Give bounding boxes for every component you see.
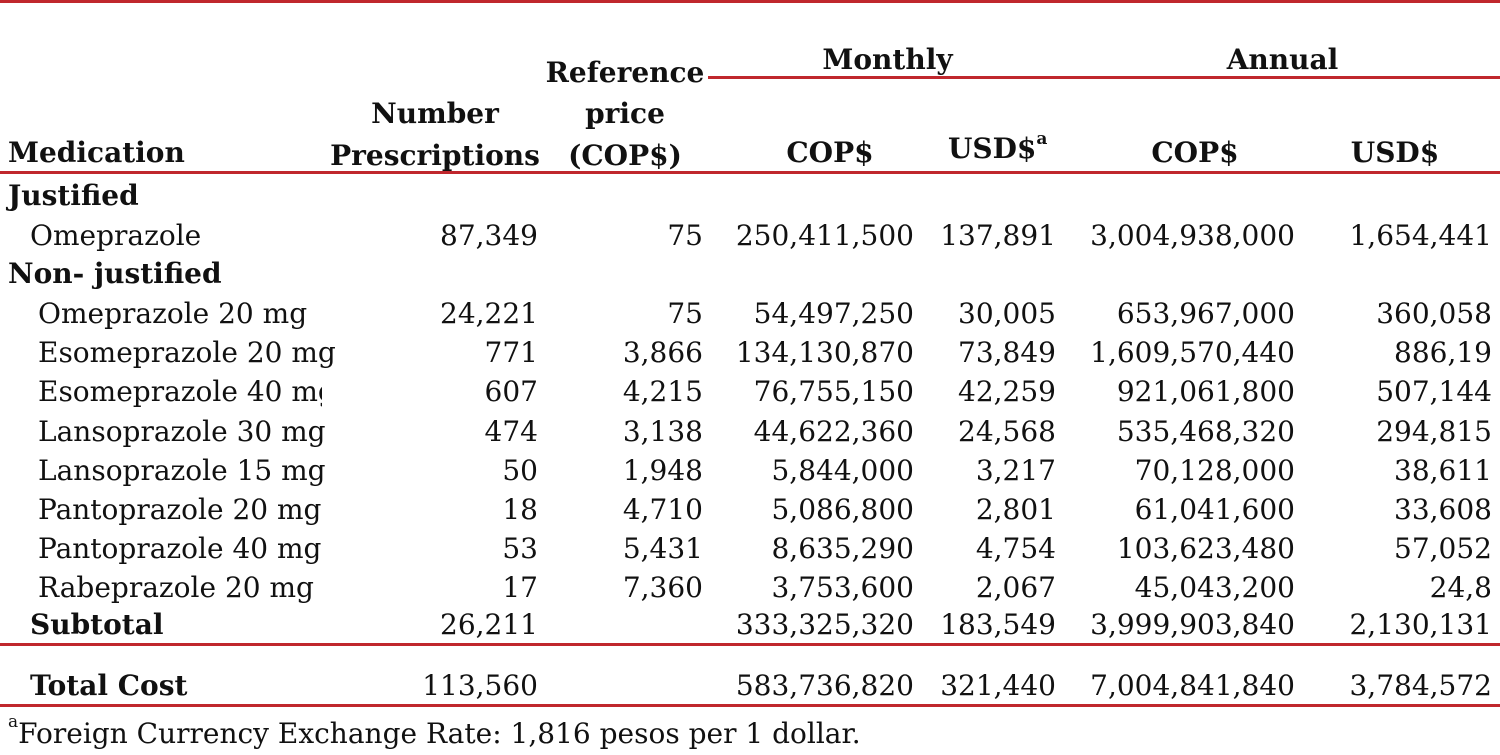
row-ref-price: 3,866 [622,336,703,369]
subtotal-monthly-cop: 333,325,320 [735,608,914,641]
row-annual-usd: 886,19 [1394,336,1492,369]
row-ref-price: 75 [667,297,703,330]
row-medication: Lansoprazole 30 mg [38,415,326,448]
row-monthly-cop: 54,497,250 [753,297,914,330]
row-ref-price: 1,948 [622,454,703,487]
subtotal-number: 26,211 [440,608,538,641]
row-monthly-usd: 24,568 [958,415,1056,448]
footnote: aForeign Currency Exchange Rate: 1,816 p… [8,716,861,755]
header-annual-usd: USD$ [1350,136,1440,169]
row-number: 607 [484,375,538,408]
top-rule [0,0,1500,3]
row-annual-usd: 1,654,441 [1349,219,1492,252]
row-number: 53 [502,532,538,565]
row-annual-usd: 24,8 [1429,571,1492,604]
footnote-marker-sup: a [1036,129,1048,149]
footnote-marker: a [8,716,19,732]
row-monthly-cop: 3,753,600 [771,571,914,604]
header-ref-line3: (COP$) [568,139,682,172]
row-monthly-cop: 134,130,870 [735,336,914,369]
row-monthly-usd: 137,891 [940,219,1056,252]
row-number: 24,221 [440,297,538,330]
row-monthly-cop: 250,411,500 [735,219,914,252]
row-monthly-cop: 5,086,800 [771,493,914,526]
row-monthly-cop: 8,635,290 [771,532,914,565]
row-monthly-usd: 2,067 [975,571,1056,604]
row-annual-cop: 103,623,480 [1116,532,1295,565]
row-monthly-usd: 3,217 [975,454,1056,487]
row-annual-usd: 507,144 [1376,375,1492,408]
row-medication: Omeprazole [30,219,202,252]
row-annual-cop: 70,128,000 [1134,454,1295,487]
row-annual-usd: 294,815 [1376,415,1492,448]
row-number: 17 [502,571,538,604]
row-medication: Pantoprazole 20 mg [38,493,322,526]
total-annual-usd: 3,784,572 [1349,669,1492,702]
row-monthly-cop: 76,755,150 [753,375,914,408]
row-number: 18 [502,493,538,526]
header-monthly-cop: COP$ [786,136,874,169]
subtotal-monthly-usd: 183,549 [940,608,1056,641]
row-annual-cop: 3,004,938,000 [1090,219,1295,252]
subtotal-annual-cop: 3,999,903,840 [1090,608,1295,641]
header-bottom-rule [0,171,1500,174]
row-monthly-usd: 30,005 [958,297,1056,330]
row-monthly-usd: 73,849 [958,336,1056,369]
footnote-text: Foreign Currency Exchange Rate: 1,816 pe… [18,717,861,750]
row-monthly-cop: 5,844,000 [771,454,914,487]
row-monthly-cop: 44,622,360 [753,415,914,448]
period-header-rule [708,76,1500,79]
row-annual-cop: 921,061,800 [1116,375,1295,408]
row-ref-price: 4,215 [622,375,703,408]
row-medication: Esomeprazole 20 mg [38,336,336,369]
row-medication: Esomeprazole 40 mg [38,378,322,408]
row-number: 50 [502,454,538,487]
header-ref-line1: Reference [545,56,705,89]
row-medication: Omeprazole 20 mg [38,297,308,330]
row-annual-cop: 653,967,000 [1116,297,1295,330]
header-number-line1: Number [371,97,499,130]
row-ref-price: 4,710 [622,493,703,526]
row-monthly-usd: 4,754 [975,532,1056,565]
row-annual-cop: 45,043,200 [1134,571,1295,604]
section-non-justified: Non- justified [8,257,222,290]
row-annual-usd: 38,611 [1394,454,1492,487]
header-annual-cop: COP$ [1151,136,1239,169]
row-medication: Rabeprazole 20 mg [38,571,314,604]
header-monthly-usd: USD$a [948,129,1048,165]
header-annual: Annual [1226,43,1339,76]
row-number: 771 [484,336,538,369]
subtotal-label: Subtotal [30,608,164,641]
row-number: 474 [484,415,538,448]
subtotal-annual-usd: 2,130,131 [1349,608,1492,641]
total-monthly-usd: 321,440 [940,669,1056,702]
section-justified: Justified [8,179,139,212]
row-annual-usd: 360,058 [1376,297,1492,330]
header-number-line2: Prescriptions [330,139,540,172]
row-number: 87,349 [440,219,538,252]
row-medication: Pantoprazole 40 mg [38,532,322,565]
row-ref-price: 3,138 [622,415,703,448]
header-medication: Medication [8,136,185,169]
row-ref-price: 5,431 [622,532,703,565]
row-monthly-usd: 2,801 [975,493,1056,526]
row-ref-price: 75 [667,219,703,252]
row-annual-usd: 33,608 [1394,493,1492,526]
bottom-rule [0,704,1500,707]
row-annual-cop: 1,609,570,440 [1090,336,1295,369]
total-label: Total Cost [30,669,188,702]
row-monthly-usd: 42,259 [958,375,1056,408]
row-annual-usd: 57,052 [1394,532,1492,565]
header-ref-line2: price [585,97,665,130]
header-monthly: Monthly [822,43,953,76]
subtotal-rule [0,643,1500,646]
row-ref-price: 7,360 [622,571,703,604]
total-annual-cop: 7,004,841,840 [1090,669,1295,702]
total-number: 113,560 [422,669,538,702]
row-annual-cop: 61,041,600 [1134,493,1295,526]
row-annual-cop: 535,468,320 [1116,415,1295,448]
row-medication: Lansoprazole 15 mg [38,454,326,487]
total-monthly-cop: 583,736,820 [735,669,914,702]
